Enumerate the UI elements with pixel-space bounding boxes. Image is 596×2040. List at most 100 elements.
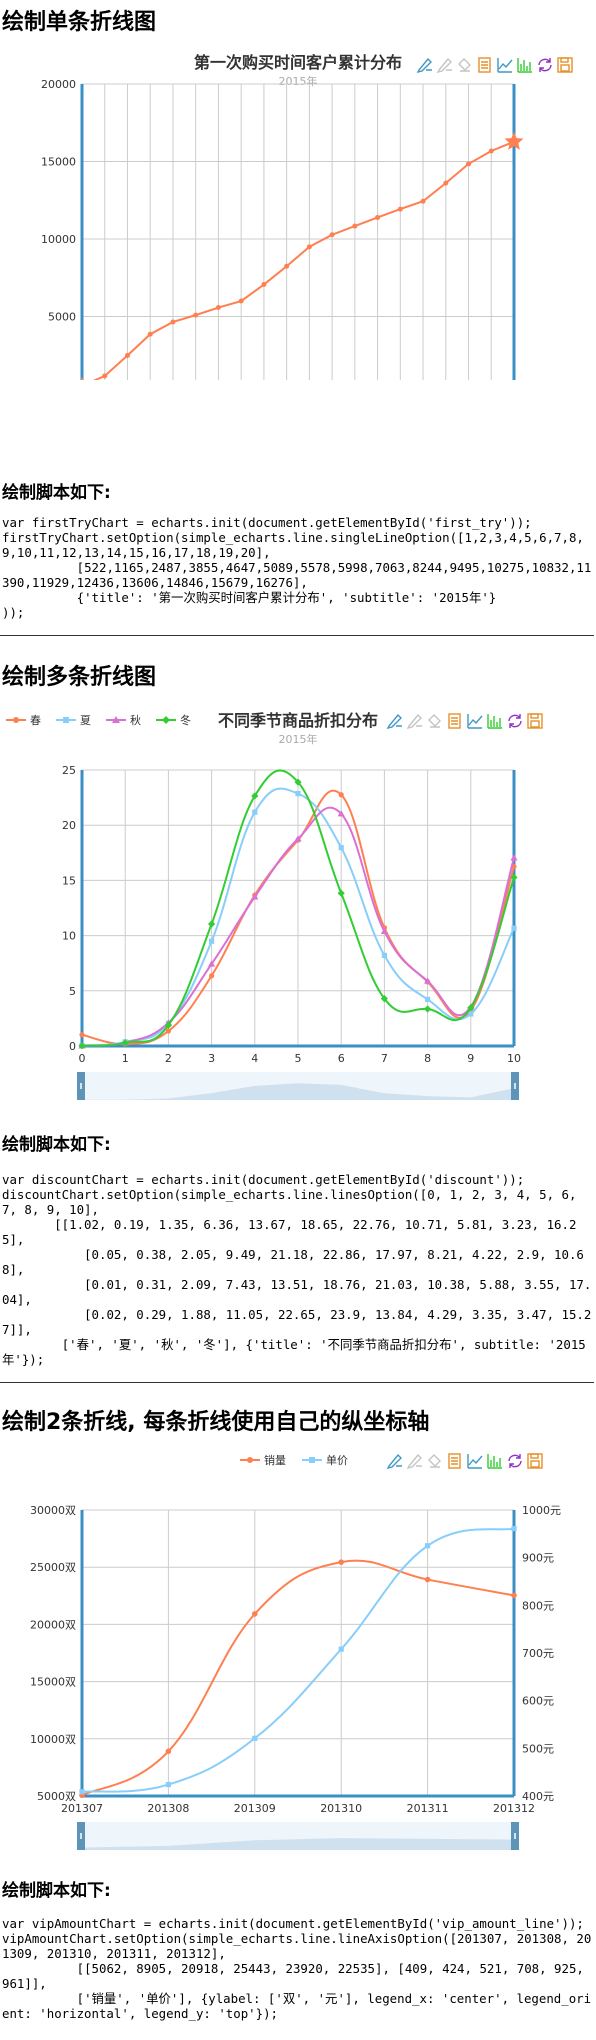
data-view-icon[interactable] xyxy=(448,1453,461,1469)
data-point xyxy=(338,845,344,851)
data-point xyxy=(295,791,301,797)
section-heading: 绘制单条折线图 xyxy=(2,10,157,35)
data-point xyxy=(208,960,216,967)
bar-switch-icon[interactable] xyxy=(487,714,502,729)
legend-item[interactable]: 夏 xyxy=(56,714,91,727)
data-point xyxy=(102,373,108,379)
data-point xyxy=(466,161,472,167)
data-point xyxy=(209,938,215,944)
legend-marker xyxy=(309,1457,315,1463)
data-point xyxy=(165,1748,172,1755)
data-point xyxy=(238,298,244,304)
data-point xyxy=(381,952,387,958)
data-point xyxy=(63,717,69,723)
datazoom-shadow xyxy=(82,1083,514,1100)
data-point xyxy=(467,1004,475,1012)
legend-marker xyxy=(247,1457,253,1463)
save-image-icon[interactable] xyxy=(527,1453,543,1469)
x-tick-label: 3 xyxy=(208,1052,215,1065)
chart-dual-axis[interactable]: 销量 单价 5000双 10000双 15000双 20000双 25000双 30000双 4… xyxy=(0,1440,596,1860)
data-point xyxy=(510,873,518,882)
datazoom-shadow xyxy=(82,1838,514,1850)
data-point xyxy=(170,319,176,325)
data-point xyxy=(165,1028,171,1034)
data-point xyxy=(337,810,345,817)
code-block: var vipAmountChart = echarts.init(docume… xyxy=(2,1916,592,2021)
section-heading: 绘制多条折线图 xyxy=(2,665,157,690)
y-left-tick-label: 30000双 xyxy=(30,1504,76,1517)
divider xyxy=(0,635,594,636)
x-tick-label: 201312 xyxy=(493,1802,535,1815)
line-switch-icon[interactable] xyxy=(467,1454,483,1469)
mark-icon[interactable] xyxy=(386,713,402,730)
chart-title: 第一次购买时间客户累计分布 xyxy=(194,53,402,72)
x-tick-label: 0 xyxy=(79,1052,86,1065)
y-right-tick-label: 600元 xyxy=(522,1695,554,1708)
section-heading: 绘制2条折线, 每条折线使用自己的纵坐标轴 xyxy=(2,1410,430,1435)
y-tick-label: 10 xyxy=(62,930,76,943)
y-right-tick-label: 500元 xyxy=(522,1742,554,1755)
code-block: var firstTryChart = echarts.init(documen… xyxy=(2,515,592,620)
script-heading: 绘制脚本如下: xyxy=(2,483,111,503)
line-switch-icon[interactable] xyxy=(467,714,483,729)
x-tick-label: 2 xyxy=(165,1052,172,1065)
y-right-tick-label: 900元 xyxy=(522,1552,554,1565)
line-switch-icon[interactable] xyxy=(497,58,513,73)
mark-clear-icon[interactable] xyxy=(428,714,441,728)
bar-switch-icon[interactable] xyxy=(517,58,532,73)
data-point xyxy=(13,717,19,723)
y-right-tick-label: 1000元 xyxy=(522,1504,561,1517)
mark-undo-icon[interactable] xyxy=(406,1453,422,1470)
legend-item[interactable]: 单价 xyxy=(302,1454,348,1467)
y-tick-label: 20 xyxy=(62,819,76,832)
y-tick-label: 0 xyxy=(69,1040,76,1053)
mark-icon[interactable] xyxy=(386,1453,402,1470)
x-tick-label: 5 xyxy=(295,1052,302,1065)
x-tick-label: 10 xyxy=(507,1052,521,1065)
data-point xyxy=(208,920,216,928)
mark-undo-icon[interactable] xyxy=(436,57,452,74)
x-tick-label: 201311 xyxy=(407,1802,449,1815)
data-point xyxy=(215,305,221,311)
data-point xyxy=(397,206,403,212)
data-point xyxy=(209,973,215,979)
data-point xyxy=(425,1543,431,1549)
mark-clear-icon[interactable] xyxy=(428,1454,441,1468)
data-point xyxy=(251,893,259,900)
legend-label: 销量 xyxy=(264,1453,286,1467)
chart-title: 不同季节商品折扣分布 xyxy=(218,711,378,730)
data-point xyxy=(164,1021,172,1029)
series-line xyxy=(81,1527,515,1793)
data-view-icon[interactable] xyxy=(448,713,461,729)
legend-item[interactable]: 秋 xyxy=(106,713,141,727)
restore-icon[interactable] xyxy=(508,1454,522,1468)
legend-item[interactable]: 春 xyxy=(6,714,41,727)
chart-multi-line[interactable]: 不同季节商品折扣分布 2015年 春 夏 秋 冬 0 5 10 15 20 25 0 1 2 3 4 5 6 7 8 9 1… xyxy=(0,700,596,1110)
data-point xyxy=(124,352,130,358)
series-line xyxy=(81,1559,515,1797)
y-left-tick-label: 15000双 xyxy=(30,1676,76,1689)
data-point xyxy=(338,1559,345,1565)
x-tick-label: 201309 xyxy=(234,1802,276,1815)
y-tick-label: 20000 xyxy=(41,78,76,91)
y-tick-label: 10000 xyxy=(41,233,76,246)
y-tick-label: 15000 xyxy=(41,156,76,169)
mark-undo-icon[interactable] xyxy=(406,713,422,730)
save-image-icon[interactable] xyxy=(557,57,573,73)
mark-clear-icon[interactable] xyxy=(458,58,471,72)
data-point xyxy=(488,148,494,154)
y-tick-label: 5000 xyxy=(48,311,76,324)
restore-icon[interactable] xyxy=(508,714,522,728)
restore-icon[interactable] xyxy=(538,58,552,72)
data-point xyxy=(338,792,344,798)
legend-item[interactable]: 销量 xyxy=(240,1453,286,1467)
x-tick-label: 9 xyxy=(467,1052,474,1065)
chart-single-line[interactable]: 第一次购买时间客户累计分布2015年0500010000150002000012… xyxy=(0,30,596,380)
data-view-icon[interactable] xyxy=(478,57,491,73)
legend-label: 夏 xyxy=(80,714,91,727)
bar-switch-icon[interactable] xyxy=(487,1454,502,1469)
legend-item[interactable]: 冬 xyxy=(156,713,191,727)
mark-icon[interactable] xyxy=(416,57,432,74)
x-tick-label: 7 xyxy=(381,1052,388,1065)
save-image-icon[interactable] xyxy=(527,713,543,729)
